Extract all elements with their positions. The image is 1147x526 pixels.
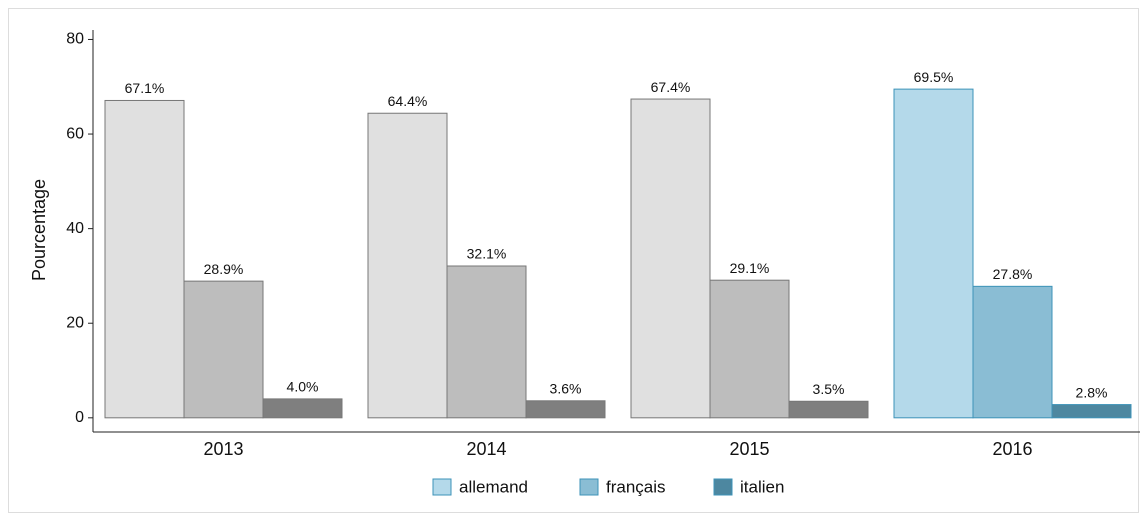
bar — [262, 398, 343, 419]
bar — [183, 280, 264, 419]
legend-swatch — [432, 478, 452, 496]
legend-label: français — [606, 477, 666, 496]
bar — [630, 98, 711, 419]
value-label: 29.1% — [730, 260, 770, 276]
value-label: 2.8% — [1076, 384, 1108, 400]
value-label: 28.9% — [204, 261, 244, 277]
y-tick-label: 40 — [66, 220, 84, 237]
value-label: 32.1% — [467, 246, 507, 262]
bar — [446, 265, 527, 419]
legend-label: italien — [740, 477, 784, 496]
bar — [893, 88, 974, 419]
legend-swatch — [579, 478, 599, 496]
value-label: 69.5% — [914, 69, 954, 85]
value-label: 64.4% — [388, 93, 428, 109]
x-tick-label: 2015 — [729, 439, 769, 459]
bar — [972, 285, 1053, 419]
bar — [709, 279, 790, 419]
value-label: 3.6% — [550, 380, 582, 396]
value-label: 3.5% — [813, 381, 845, 397]
x-tick-label: 2013 — [203, 439, 243, 459]
bar — [367, 112, 448, 419]
y-tick-label: 0 — [75, 409, 84, 426]
y-tick-label: 80 — [66, 31, 84, 48]
y-tick-label: 60 — [66, 125, 84, 142]
value-label: 27.8% — [993, 266, 1033, 282]
legend-swatch — [713, 478, 733, 496]
value-label: 67.1% — [125, 80, 165, 96]
legend-label: allemand — [459, 477, 528, 496]
y-tick-label: 20 — [66, 314, 84, 331]
value-label: 67.4% — [651, 79, 691, 95]
value-label: 4.0% — [287, 379, 319, 395]
bar — [1051, 404, 1132, 419]
bar — [788, 400, 869, 419]
x-tick-label: 2016 — [992, 439, 1032, 459]
x-tick-label: 2014 — [466, 439, 506, 459]
y-axis-label: Pourcentage — [29, 179, 49, 281]
bar — [104, 99, 185, 419]
bar — [525, 400, 606, 419]
